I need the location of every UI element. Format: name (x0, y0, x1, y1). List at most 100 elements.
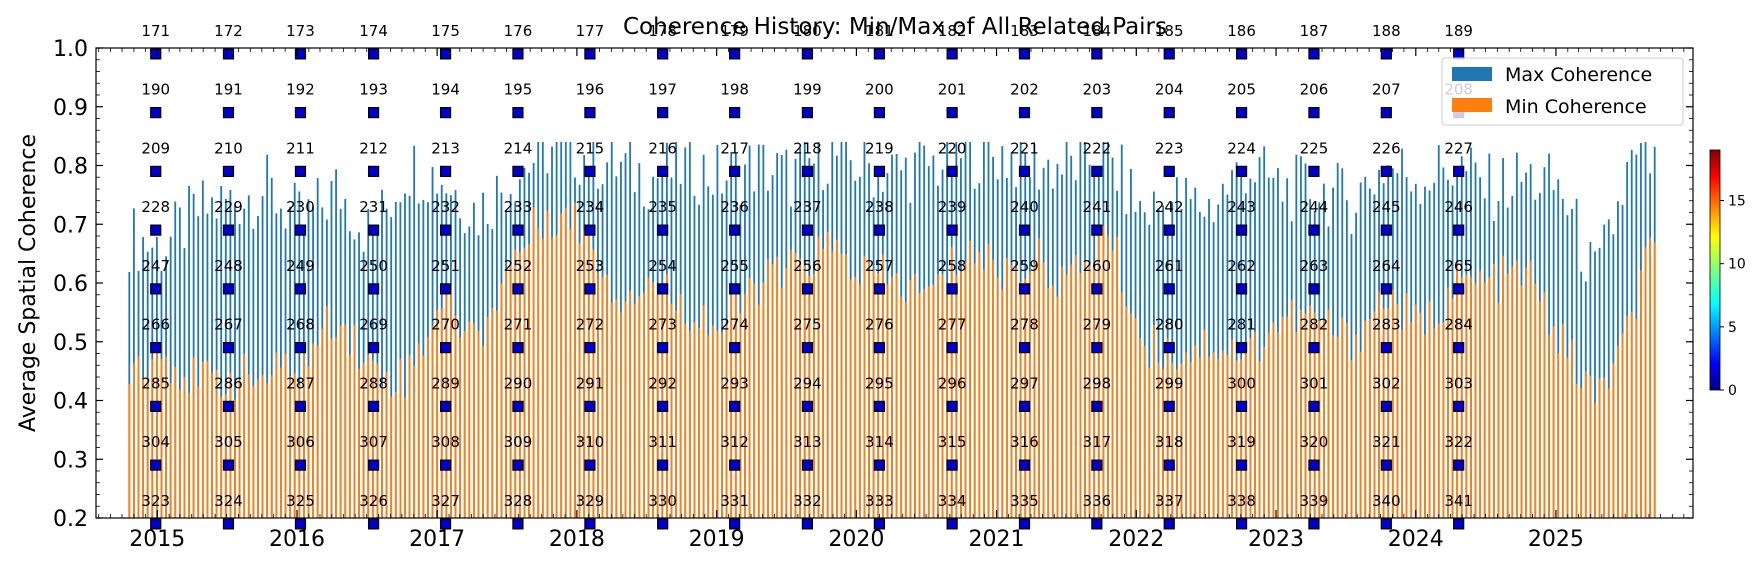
min-coherence-bar (1345, 323, 1348, 518)
min-coherence-bar (1254, 331, 1256, 518)
pair-marker (584, 459, 596, 471)
pair-number-label: 179 (720, 22, 749, 40)
pair-number-label: 286 (214, 374, 243, 392)
pair-number-label: 268 (286, 316, 315, 334)
min-coherence-bar (923, 288, 926, 518)
pair-marker (1235, 342, 1248, 354)
min-coherence-bar (1575, 383, 1578, 518)
pair-number-label: 328 (504, 492, 533, 510)
min-coherence-bar (307, 366, 310, 518)
pair-number-label: 197 (648, 81, 677, 99)
min-coherence-bar (261, 375, 264, 518)
min-coherence-bar (367, 354, 370, 518)
min-coherence-bar (780, 287, 783, 518)
min-coherence-bar (417, 343, 420, 518)
min-coherence-bar (1405, 292, 1408, 518)
pair-marker (150, 224, 162, 236)
min-coherence-bar (932, 284, 935, 518)
pair-marker (1091, 342, 1103, 354)
min-coherence-bar (670, 303, 673, 518)
min-coherence-bar (546, 210, 549, 518)
max-coherence-bar (1263, 146, 1266, 518)
min-coherence-bar (1139, 338, 1142, 518)
max-coherence-bar (381, 189, 383, 518)
pair-marker (1380, 48, 1392, 60)
pair-marker (1091, 107, 1103, 119)
min-coherence-bar (665, 273, 668, 518)
pair-number-label: 308 (431, 433, 460, 451)
min-coherence-bar (1226, 355, 1229, 518)
pair-marker (222, 283, 235, 295)
min-coherence-bar (1019, 281, 1022, 518)
pair-number-label: 207 (1372, 81, 1401, 99)
pair-marker (584, 224, 596, 236)
min-coherence-bar (1483, 282, 1486, 518)
min-coherence-bar (394, 391, 397, 518)
colorbar-tick-label: 15 (1728, 194, 1746, 210)
min-coherence-bar (615, 299, 618, 518)
max-coherence-bar (247, 195, 250, 518)
legend-swatch-min (1452, 98, 1492, 112)
pair-number-label: 279 (1083, 316, 1112, 334)
pair-number-label: 303 (1444, 374, 1473, 392)
min-coherence-bar (142, 378, 144, 518)
pair-number-label: 192 (286, 81, 315, 99)
min-coherence-bar (362, 362, 365, 518)
min-coherence-bar (1125, 306, 1128, 518)
pair-number-label: 238 (865, 198, 894, 216)
max-coherence-bar (1594, 251, 1596, 518)
min-coherence-bar (1277, 332, 1279, 518)
pair-number-label: 313 (793, 433, 822, 451)
pair-number-label: 322 (1444, 433, 1473, 451)
min-coherence-bar (1208, 356, 1210, 518)
max-coherence-bar (1162, 205, 1164, 518)
pair-number-label: 212 (359, 139, 388, 157)
min-coherence-bar (1529, 260, 1532, 518)
min-coherence-bar (371, 360, 374, 518)
min-coherence-bar (211, 372, 213, 518)
min-coherence-bar (321, 329, 324, 518)
pair-marker (657, 400, 669, 412)
y-tick-label: 0.8 (53, 155, 88, 180)
pair-number-label: 282 (1300, 316, 1329, 334)
pair-number-label: 256 (793, 257, 822, 275)
min-coherence-bar (133, 363, 135, 518)
pair-marker (1453, 518, 1465, 530)
pair-marker (1380, 283, 1392, 295)
pair-marker (1453, 342, 1465, 354)
pair-number-label: 178 (648, 22, 677, 40)
max-coherence-bar (1185, 177, 1187, 518)
pair-marker (512, 518, 524, 530)
pair-marker (1091, 224, 1103, 236)
min-coherence-bar (523, 247, 526, 518)
min-coherence-bar (1143, 346, 1146, 518)
pair-number-label: 215 (576, 139, 605, 157)
pair-number-label: 185 (1155, 22, 1184, 40)
min-coherence-bar (1001, 289, 1004, 518)
min-coherence-bar (1557, 353, 1560, 518)
min-coherence-bar (1502, 255, 1504, 518)
pair-number-label: 266 (141, 316, 170, 334)
min-coherence-bar (1024, 278, 1027, 518)
min-coherence-bar (983, 269, 985, 518)
pair-number-label: 175 (431, 22, 460, 40)
pair-marker (1453, 224, 1465, 236)
max-coherence-bar (266, 154, 269, 518)
pair-marker (584, 283, 596, 295)
min-coherence-bar (330, 338, 333, 518)
pair-number-label: 248 (214, 257, 243, 275)
pair-marker (1235, 283, 1248, 295)
min-coherence-bar (1410, 322, 1413, 518)
min-coherence-bar (1548, 334, 1550, 518)
pair-marker (1380, 224, 1392, 236)
min-coherence-bar (1056, 296, 1059, 518)
min-coherence-bar (583, 231, 586, 518)
pair-number-label: 213 (431, 139, 460, 157)
pair-marker (1235, 165, 1248, 177)
x-tick-label: 2018 (549, 527, 605, 552)
pair-marker (1308, 165, 1320, 177)
x-tick-label: 2020 (828, 527, 884, 552)
min-coherence-bar (877, 273, 880, 518)
min-coherence-bar (1488, 277, 1491, 518)
min-coherence-bar (918, 292, 921, 518)
